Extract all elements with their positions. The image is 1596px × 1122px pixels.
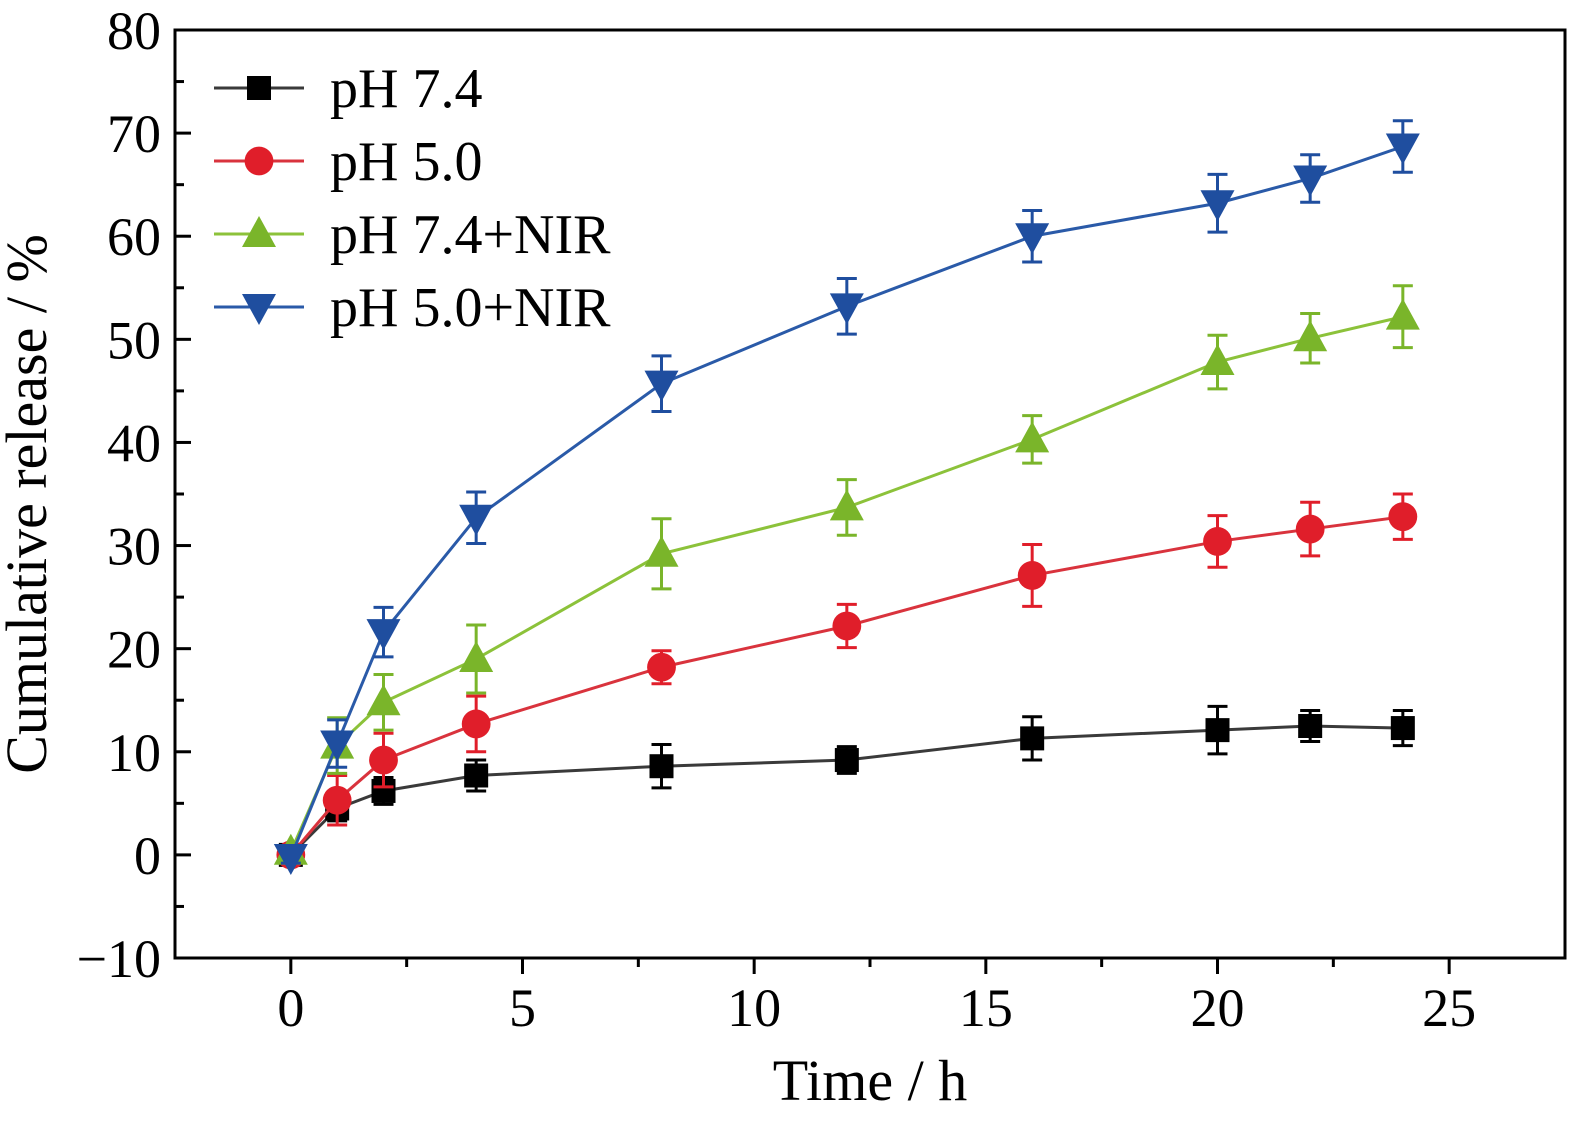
data-point <box>1390 716 1415 741</box>
y-tick-label: 10 <box>107 723 161 783</box>
data-point <box>459 640 494 672</box>
data-point <box>829 489 864 521</box>
data-point <box>1295 514 1325 544</box>
y-tick-label: 20 <box>107 620 161 680</box>
x-tick-label: 10 <box>727 978 781 1038</box>
legend-marker <box>242 216 276 247</box>
y-tick-label: −10 <box>77 929 161 989</box>
x-tick-label: 15 <box>959 978 1013 1038</box>
series-line <box>289 724 1403 856</box>
series-line <box>289 315 1404 853</box>
data-point <box>834 748 859 773</box>
legend-label: pH 7.4+NIR <box>330 204 611 266</box>
series-1 <box>278 704 1415 867</box>
data-point <box>1385 298 1420 330</box>
y-axis-title: Cumulative release / % <box>0 234 59 774</box>
legend-marker <box>247 76 271 100</box>
data-point <box>1200 344 1235 376</box>
y-tick-label: 30 <box>107 517 161 577</box>
data-point <box>369 745 398 775</box>
data-point <box>1385 133 1420 165</box>
data-point <box>1015 223 1050 255</box>
data-point <box>644 535 679 567</box>
data-point <box>464 763 489 788</box>
data-point <box>829 293 864 325</box>
data-point <box>1205 718 1230 743</box>
data-point <box>647 652 676 682</box>
data-point <box>649 754 674 779</box>
data-point <box>1293 320 1328 352</box>
y-tick-label: 40 <box>107 413 161 473</box>
x-tick-label: 0 <box>277 978 304 1038</box>
data-point <box>1200 190 1235 222</box>
x-tick-label: 25 <box>1422 978 1476 1038</box>
legend-marker <box>242 294 276 325</box>
data-point <box>459 504 494 536</box>
data-point <box>366 684 401 716</box>
x-tick-label: 20 <box>1191 978 1245 1038</box>
y-tick-label: 80 <box>107 1 161 61</box>
data-point <box>832 611 862 641</box>
axis-ticks <box>175 28 1451 974</box>
data-point <box>366 619 401 651</box>
data-point <box>322 785 352 815</box>
legend-entry: pH 5.0 <box>214 131 482 193</box>
data-point <box>1015 421 1050 453</box>
data-point <box>644 370 679 402</box>
series-3 <box>273 284 1420 865</box>
data-point <box>273 843 308 875</box>
legend-label: pH 5.0 <box>330 131 482 193</box>
data-point <box>1388 502 1418 532</box>
series-2 <box>276 492 1418 870</box>
legend-label: pH 5.0+NIR <box>330 277 611 339</box>
data-point <box>1020 726 1045 751</box>
y-tick-label: 50 <box>107 310 161 370</box>
data-point <box>461 709 491 739</box>
legend-label: pH 7.4 <box>330 58 482 120</box>
series-line <box>289 145 1404 858</box>
x-axis-title: Time / h <box>773 1048 967 1113</box>
legend: pH 7.4 pH 5.0 pH 7.4+NIR pH 5.0+NIR <box>214 58 611 339</box>
data-point <box>1298 714 1323 738</box>
data-point <box>1203 527 1232 556</box>
legend-entry: pH 7.4 <box>214 58 482 120</box>
y-tick-label: 0 <box>134 826 161 886</box>
legend-entry: pH 7.4+NIR <box>214 204 611 266</box>
x-tick-label: 5 <box>509 978 536 1038</box>
series-line <box>289 515 1404 856</box>
legend-marker <box>244 146 274 176</box>
y-tick-label: 70 <box>107 104 161 164</box>
axis-tick-labels: 0 5 10 15 20 25 −10 0 10 20 30 40 50 60 70 80 <box>77 1 1477 1038</box>
y-tick-label: 60 <box>107 207 161 267</box>
data-point <box>1017 561 1047 590</box>
data-point <box>320 730 355 762</box>
legend-entry: pH 5.0+NIR <box>214 277 611 339</box>
series-4 <box>273 119 1420 875</box>
series-layer <box>273 119 1420 875</box>
data-point <box>1293 165 1328 197</box>
